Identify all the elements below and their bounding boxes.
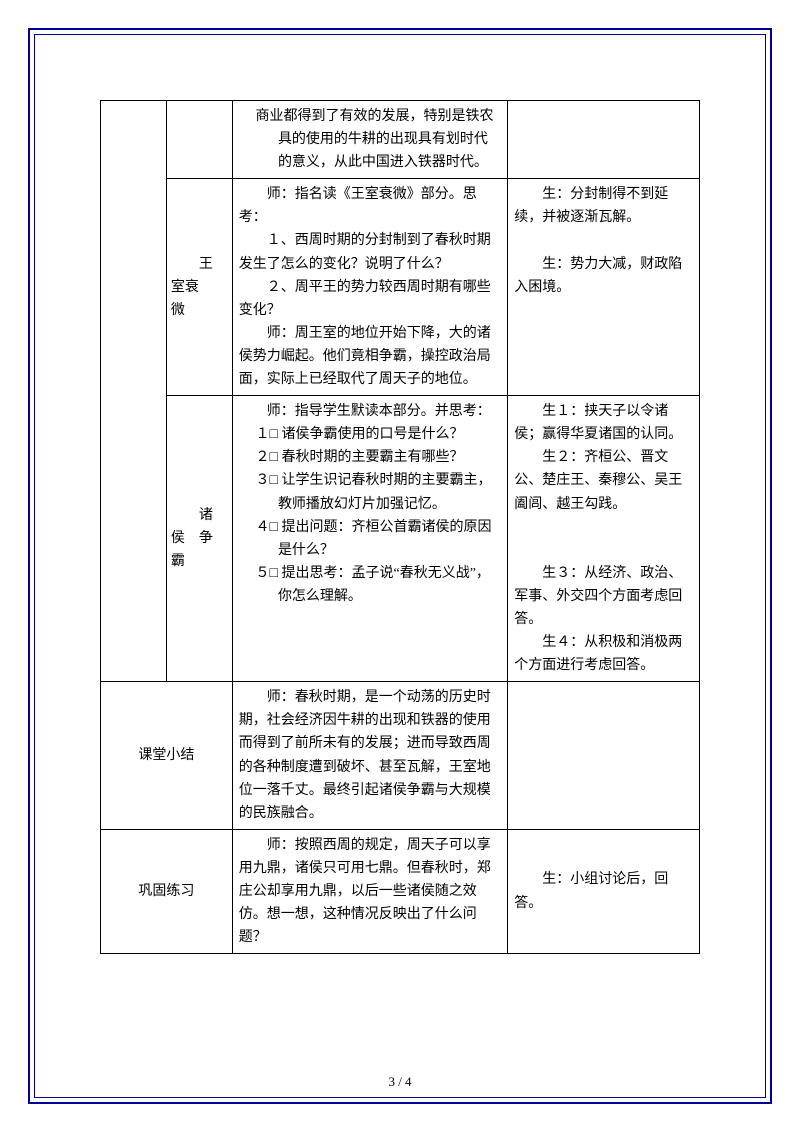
table-row: 课堂小结师：春秋时期，是一个动荡的历史时期，社会经济因牛耕的出现和铁器的使用而得… bbox=[101, 682, 700, 830]
student-col bbox=[508, 682, 700, 830]
table-row: 王室衰微师：指名读《王室衰微》部分。思考：１、西周时期的分封制到了春秋时期发生了… bbox=[101, 179, 700, 396]
teacher-col: 师：按照西周的规定，周天子可以享用九鼎，诸侯只可用七鼎。但春秋时，郑庄公却享用九… bbox=[232, 829, 508, 953]
text-line: 生：势力大减，财政陷入困境。 bbox=[514, 253, 693, 299]
text-line: ２□ 春秋时期的主要霸主有哪些？ bbox=[239, 446, 502, 469]
text-line: ４□ 提出问题：齐桓公首霸诸侯的原因是什么？ bbox=[239, 516, 502, 562]
section-label-col2: 王室衰微 bbox=[166, 179, 232, 396]
table-row: 巩固练习师：按照西周的规定，周天子可以享用九鼎，诸侯只可用七鼎。但春秋时，郑庄公… bbox=[101, 829, 700, 953]
text-line: ５□ 提出思考：孟子说“春秋无义战”，你怎么理解。 bbox=[239, 562, 502, 608]
text-line: 师：指导学生默读本部分。并思考： bbox=[239, 400, 502, 423]
text-line: 师：春秋时期，是一个动荡的历史时期，社会经济因牛耕的出现和铁器的使用而得到了前所… bbox=[239, 686, 502, 825]
text-line: 生２：齐桓公、晋文公、楚庄王、秦穆公、吴王阖闾、越王勾践。 bbox=[514, 446, 693, 515]
lesson-table: 商业都得到了有效的发展，特别是铁农具的使用的牛耕的出现具有划时代的意义，从此中国… bbox=[100, 100, 700, 954]
text-line: 生：小组讨论后，回答。 bbox=[514, 868, 693, 914]
text-line: 师：按照西周的规定，周天子可以享用九鼎，诸侯只可用七鼎。但春秋时，郑庄公却享用九… bbox=[239, 834, 502, 949]
page-number: 3 / 4 bbox=[0, 1074, 800, 1090]
text-line: 生３：从经济、政治、军事、外交四个方面考虑回答。 bbox=[514, 562, 693, 631]
table-row: 商业都得到了有效的发展，特别是铁农具的使用的牛耕的出现具有划时代的意义，从此中国… bbox=[101, 101, 700, 179]
text-line: ２、周平王的势力较西周时期有哪些变化？ bbox=[239, 276, 502, 322]
student-col: 生：小组讨论后，回答。 bbox=[508, 829, 700, 953]
page-content: 商业都得到了有效的发展，特别是铁农具的使用的牛耕的出现具有划时代的意义，从此中国… bbox=[100, 100, 700, 954]
text-line bbox=[514, 539, 693, 562]
text-line: １□ 诸侯争霸使用的口号是什么？ bbox=[239, 423, 502, 446]
section-label: 巩固练习 bbox=[101, 829, 233, 953]
text-line: 商业都得到了有效的发展，特别是铁农具的使用的牛耕的出现具有划时代的意义，从此中国… bbox=[239, 105, 502, 174]
table-row: 诸侯 争霸师：指导学生默读本部分。并思考：１□ 诸侯争霸使用的口号是什么？２□ … bbox=[101, 396, 700, 682]
section-label: 课堂小结 bbox=[101, 682, 233, 830]
text-line: １、西周时期的分封制到了春秋时期发生了怎么的变化？说明了什么？ bbox=[239, 229, 502, 275]
section-label-col2 bbox=[166, 101, 232, 179]
text-line: ３□ 让学生识记春秋时期的主要霸主，教师播放幻灯片加强记忆。 bbox=[239, 469, 502, 515]
teacher-col: 师：指导学生默读本部分。并思考：１□ 诸侯争霸使用的口号是什么？２□ 春秋时期的… bbox=[232, 396, 508, 682]
text-line: 师：周王室的地位开始下降，大的诸侯势力崛起。他们竟相争霸，操控政治局面，实际上已… bbox=[239, 322, 502, 391]
text-line: 生：分封制得不到延续，并被逐渐瓦解。 bbox=[514, 183, 693, 229]
teacher-col: 师：指名读《王室衰微》部分。思考：１、西周时期的分封制到了春秋时期发生了怎么的变… bbox=[232, 179, 508, 396]
teacher-col: 师：春秋时期，是一个动荡的历史时期，社会经济因牛耕的出现和铁器的使用而得到了前所… bbox=[232, 682, 508, 830]
text-line bbox=[514, 516, 693, 539]
student-col: 生：分封制得不到延续，并被逐渐瓦解。 生：势力大减，财政陷入困境。 bbox=[508, 179, 700, 396]
teacher-col: 商业都得到了有效的发展，特别是铁农具的使用的牛耕的出现具有划时代的意义，从此中国… bbox=[232, 101, 508, 179]
student-col: 生１：挟天子以令诸侯；赢得华夏诸国的认同。生２：齐桓公、晋文公、楚庄王、秦穆公、… bbox=[508, 396, 700, 682]
section-label-col2: 诸侯 争霸 bbox=[166, 396, 232, 682]
text-line: 生１：挟天子以令诸侯；赢得华夏诸国的认同。 bbox=[514, 400, 693, 446]
student-col bbox=[508, 101, 700, 179]
text-line: 生４：从积极和消极两个方面进行考虑回答。 bbox=[514, 631, 693, 677]
section-label-col1 bbox=[101, 101, 167, 682]
text-line: 师：指名读《王室衰微》部分。思考： bbox=[239, 183, 502, 229]
text-line bbox=[514, 229, 693, 252]
